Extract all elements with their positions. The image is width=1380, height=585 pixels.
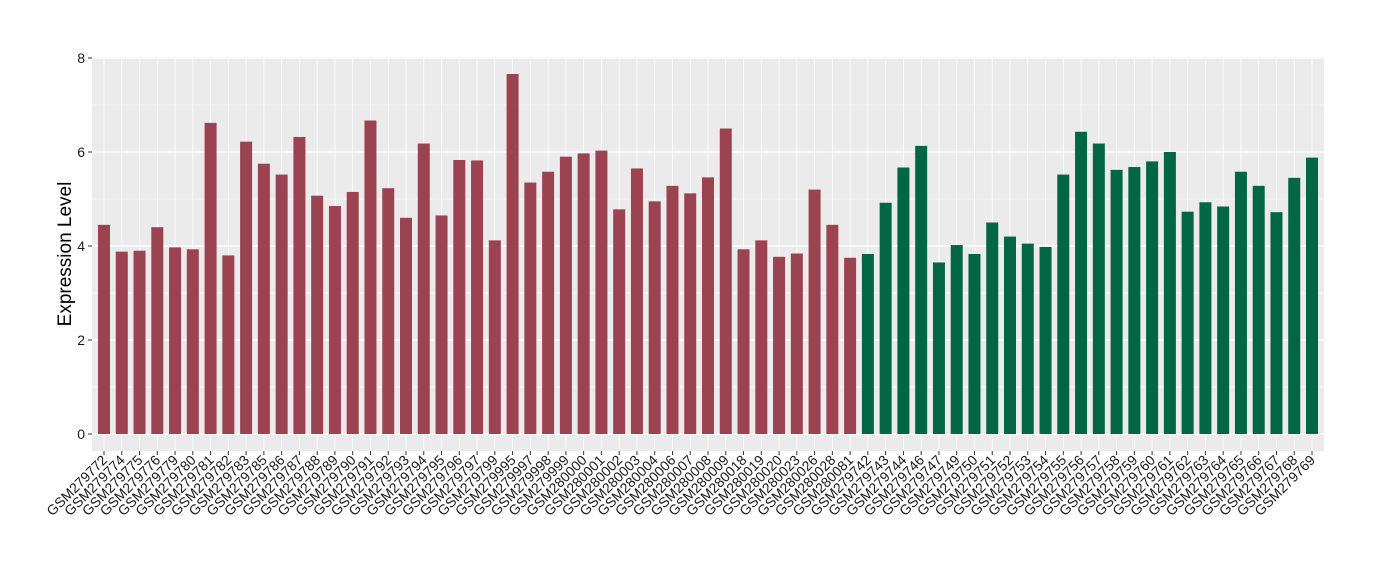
bar-GSM280026	[808, 189, 821, 434]
bar-GSM279789	[328, 206, 341, 434]
bar-GSM279995	[506, 73, 519, 434]
bar-GSM279766	[1252, 185, 1265, 434]
bar-GSM280008	[702, 177, 714, 434]
y-tick-label: 4	[77, 238, 85, 254]
bar-GSM279752	[1004, 236, 1016, 434]
bar-GSM279797	[471, 160, 484, 434]
bar-GSM280007	[684, 193, 697, 434]
bar-GSM279795	[435, 215, 448, 434]
bar-GSM279780	[186, 249, 199, 434]
bars	[98, 73, 1318, 435]
bar-GSM279744	[897, 167, 910, 434]
bar-GSM279799	[488, 240, 501, 434]
bar-GSM279772	[98, 224, 110, 434]
bar-GSM279767	[1270, 212, 1283, 434]
bar-GSM279779	[169, 247, 182, 434]
y-axis: 0 2 4 6 8	[77, 50, 92, 442]
bar-GSM279751	[986, 222, 999, 434]
y-axis-title: Expression Level	[55, 182, 76, 327]
bar-GSM279750	[968, 253, 981, 434]
bar-GSM280003	[630, 168, 643, 434]
y-tick-label: 2	[77, 332, 85, 348]
bar-GSM279775	[133, 250, 146, 434]
bar-GSM280020	[773, 256, 786, 434]
bar-GSM280028	[826, 224, 839, 434]
bar-GSM279787	[293, 136, 306, 434]
bar-GSM279796	[453, 159, 466, 435]
bar-GSM279762	[1181, 211, 1194, 434]
bar-GSM279782	[222, 255, 235, 434]
bar-GSM279755	[1057, 174, 1070, 434]
bar-GSM279754	[1039, 246, 1052, 434]
bar-GSM280002	[613, 209, 626, 434]
bar-GSM279999	[559, 156, 572, 434]
bar-GSM279776	[151, 227, 164, 434]
bar-GSM279746	[915, 145, 928, 434]
bar-GSM279783	[240, 141, 253, 434]
bar-GSM280000	[577, 153, 590, 434]
bar-GSM280004	[648, 201, 661, 434]
bar-GSM279781	[204, 122, 217, 435]
bar-GSM279788	[311, 195, 324, 434]
bar-GSM279792	[382, 188, 395, 434]
bar-GSM279760	[1146, 161, 1159, 434]
bar-GSM279761	[1163, 152, 1176, 434]
bar-GSM279764	[1217, 206, 1230, 434]
bar-GSM279756	[1075, 131, 1088, 435]
bar-GSM279749	[950, 245, 963, 434]
bar-GSM279774	[115, 251, 128, 434]
bar-GSM279793	[400, 217, 412, 434]
y-tick-label: 8	[77, 50, 85, 66]
bar-GSM279997	[524, 182, 537, 434]
bar-GSM280001	[595, 150, 608, 434]
bar-GSM279758	[1110, 169, 1123, 435]
y-tick-label: 6	[77, 144, 85, 160]
bar-GSM280018	[737, 249, 750, 434]
bar-GSM279769	[1306, 157, 1318, 434]
bar-GSM279742	[861, 253, 874, 434]
x-axis: GSM279772GSM279774GSM279775GSM279776GSM2…	[43, 451, 1318, 519]
bar-GSM280009	[719, 128, 732, 434]
bar-GSM279794	[417, 143, 430, 435]
bar-GSM279763	[1199, 202, 1212, 434]
bar-GSM280023	[790, 253, 803, 434]
bar-GSM279768	[1288, 177, 1301, 434]
y-tick-label: 0	[77, 426, 85, 442]
bar-GSM279747	[932, 262, 945, 434]
bar-GSM279765	[1234, 171, 1247, 435]
bar-GSM279759	[1128, 167, 1141, 435]
bar-GSM279785	[257, 163, 270, 434]
bar-GSM279757	[1092, 143, 1105, 435]
bar-GSM280019	[755, 240, 768, 434]
bar-GSM279790	[346, 191, 359, 434]
bar-GSM279753	[1021, 243, 1034, 434]
bar-GSM279998	[542, 171, 555, 435]
bar-GSM280081	[844, 257, 857, 434]
bar-GSM280006	[666, 185, 679, 434]
bar-GSM279743	[879, 202, 892, 434]
bar-GSM279786	[275, 174, 288, 434]
bar-GSM279791	[364, 120, 377, 434]
